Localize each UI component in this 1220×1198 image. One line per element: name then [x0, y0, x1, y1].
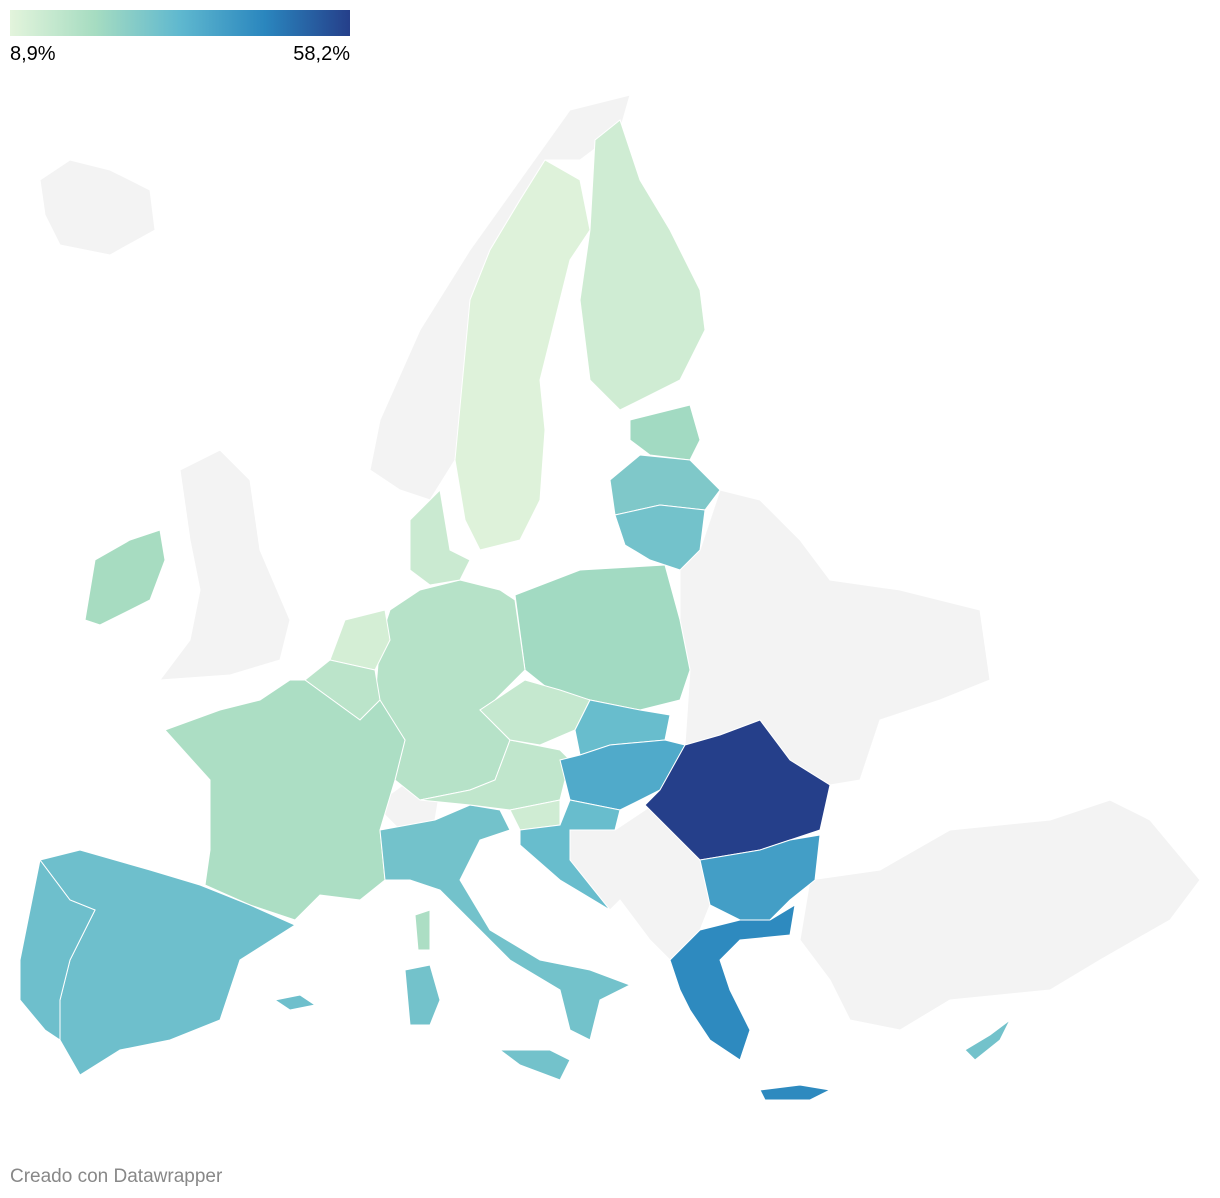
region — [579, 119, 706, 411]
legend-min: 8,9% — [10, 43, 56, 65]
land — [369, 94, 631, 501]
region — [19, 858, 96, 1041]
regions — [19, 119, 1011, 1101]
region — [759, 1084, 832, 1101]
legend-bar — [10, 10, 350, 36]
region — [614, 504, 706, 571]
region — [514, 564, 691, 711]
region — [409, 488, 471, 586]
footer: Creado con Datawrapper — [10, 1166, 223, 1187]
region — [699, 834, 821, 921]
region — [629, 404, 701, 461]
region — [964, 1019, 1011, 1061]
region — [414, 909, 431, 951]
land — [799, 799, 1201, 1031]
region — [419, 739, 571, 811]
land — [39, 159, 156, 256]
region — [669, 904, 796, 1061]
region — [404, 964, 441, 1026]
legend-max: 58,2% — [293, 43, 350, 65]
land — [158, 449, 291, 681]
region — [164, 679, 406, 921]
region — [519, 799, 621, 911]
region — [273, 994, 317, 1011]
region — [454, 159, 591, 551]
region — [379, 804, 632, 1041]
region — [84, 529, 166, 626]
region — [498, 1049, 571, 1081]
